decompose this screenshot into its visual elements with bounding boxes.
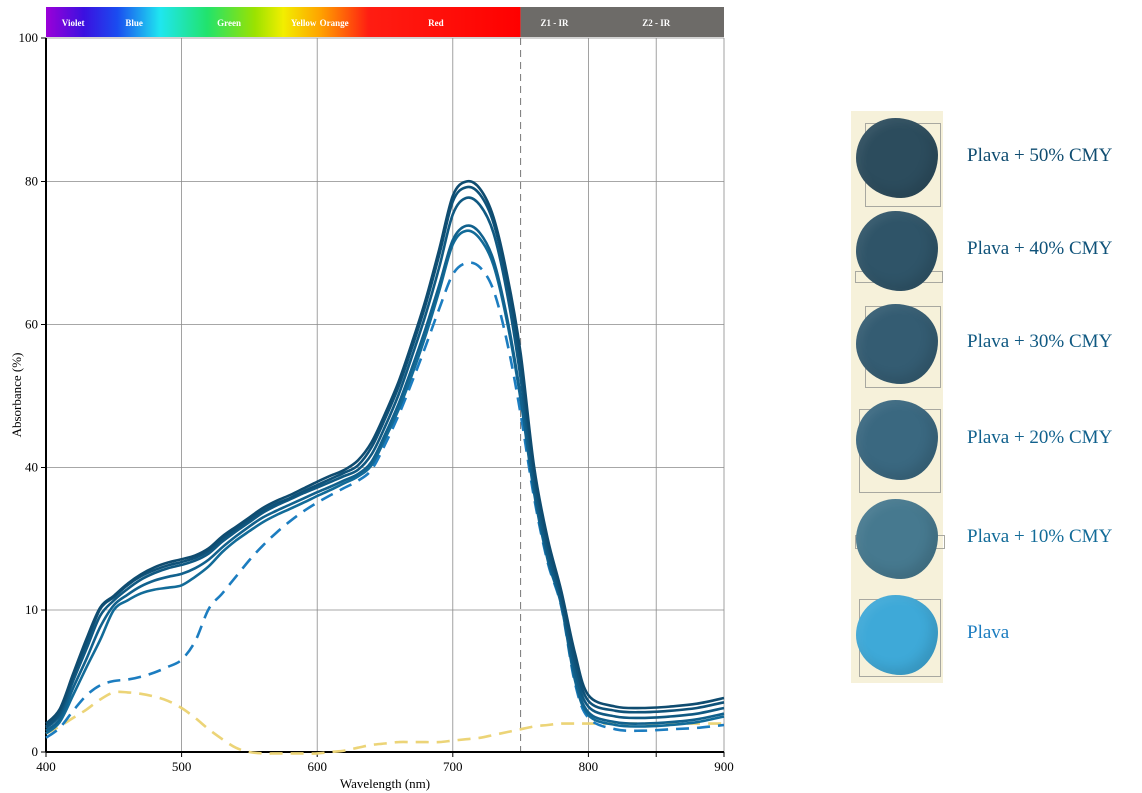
x-tick-label: 400	[36, 759, 56, 774]
series-line-plava-40-cmy	[45, 185, 725, 728]
y-tick-label: 60	[25, 317, 38, 332]
y-tick-label: 80	[25, 174, 38, 189]
band-label-green: Green	[217, 18, 241, 28]
absorbance-chart: Violet Blue Green Yellow Orange Red Z1 - IR Z2 …	[9, 7, 734, 791]
band-label-violet: Violet	[62, 18, 85, 28]
band-label-blue: Blue	[125, 18, 143, 28]
y-tick-label: 10	[25, 602, 38, 617]
band-label-yellow: Yellow	[291, 18, 317, 28]
series-line-plava-10-cmy	[45, 229, 725, 735]
y-tick-label: 0	[32, 744, 39, 759]
swatch-label: Plava	[967, 622, 1010, 643]
x-tick-label: 800	[579, 759, 599, 774]
series-line-reference	[45, 690, 724, 755]
band-label-orange: Orange	[320, 18, 349, 28]
y-tick-label: 40	[25, 460, 38, 475]
y-tick-label: 100	[19, 30, 39, 45]
color-swatch	[856, 118, 938, 198]
y-axis-title: Absorbance (%)	[9, 353, 24, 438]
infrared-band	[520, 7, 724, 37]
swatch-label: Plava + 50% CMY	[967, 145, 1113, 166]
series-line-plava	[45, 261, 725, 739]
series-line-plava-30-cmy	[45, 196, 725, 729]
series-line-plava-50-cmy	[45, 179, 725, 725]
visible-spectrum-band	[46, 7, 521, 37]
swatch-label: Plava + 40% CMY	[967, 238, 1113, 259]
color-swatch	[856, 499, 938, 579]
series-line-plava-20-cmy	[45, 224, 725, 732]
x-axis-title: Wavelength (nm)	[340, 776, 430, 791]
band-label-red: Red	[428, 18, 444, 28]
color-swatch	[856, 211, 938, 291]
swatch-label: Plava + 10% CMY	[967, 526, 1113, 547]
band-label-z1-ir: Z1 - IR	[540, 18, 569, 28]
color-swatch	[856, 304, 938, 384]
swatch-label: Plava + 30% CMY	[967, 331, 1113, 352]
swatch-panel	[851, 111, 945, 683]
color-swatch	[856, 400, 938, 480]
color-swatch	[856, 595, 938, 675]
x-tick-label: 500	[172, 759, 192, 774]
x-tick-label: 600	[307, 759, 327, 774]
x-tick-label: 900	[714, 759, 734, 774]
x-tick-label: 700	[443, 759, 463, 774]
band-label-z2-ir: Z2 - IR	[642, 18, 671, 28]
swatch-label: Plava + 20% CMY	[967, 427, 1113, 448]
